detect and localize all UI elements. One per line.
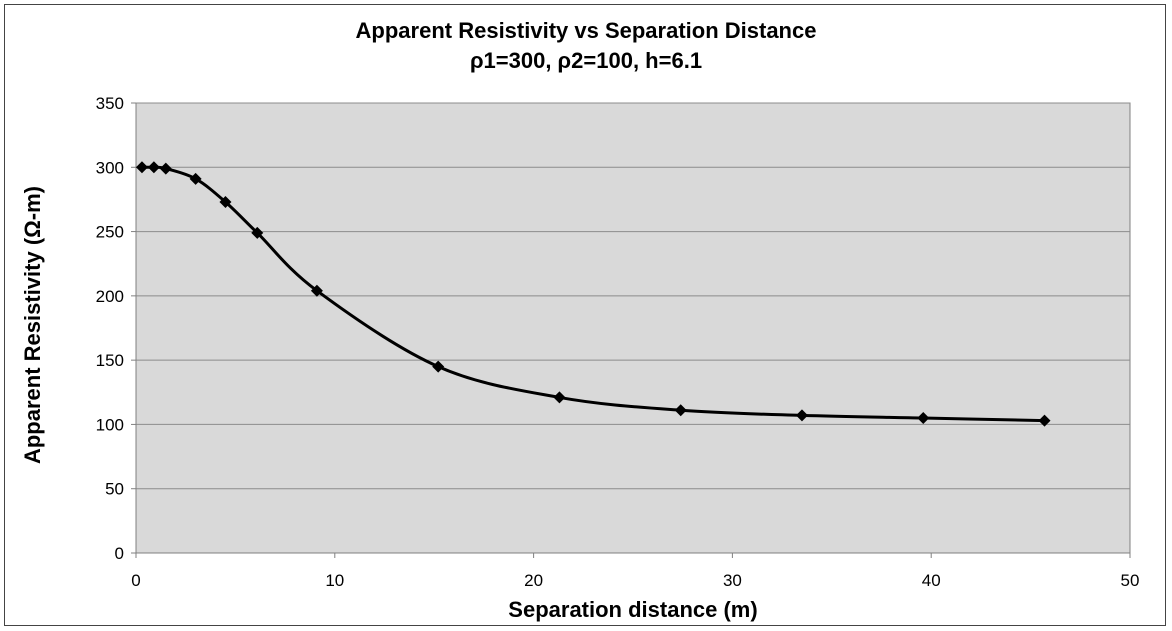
y-tick-label: 150: [96, 351, 124, 370]
y-tick-label: 250: [96, 223, 124, 242]
x-axis-label: Separation distance (m): [508, 597, 757, 622]
data-point-marker: [1038, 414, 1051, 427]
x-tick-label: 30: [723, 571, 742, 590]
chart-subtitle: ρ1=300, ρ2=100, h=6.1: [469, 48, 703, 73]
x-tick-label: 20: [524, 571, 543, 590]
x-tick-label: 10: [325, 571, 344, 590]
x-tick-label: 40: [922, 571, 941, 590]
data-point-marker: [674, 404, 687, 417]
data-point-marker: [189, 172, 202, 185]
x-tick-labels: 0 10 20 30 40 50: [131, 571, 1139, 590]
y-tick-label: 50: [105, 480, 124, 499]
series-markers: [135, 161, 1051, 427]
data-point-marker: [159, 162, 172, 175]
y-tick-label: 200: [96, 287, 124, 306]
y-tick-labels: 0 50 100 150 200 250 300 350: [96, 94, 124, 563]
grid-lines: [136, 102, 1130, 490]
data-point-marker: [251, 226, 264, 239]
chart-title: Apparent Resistivity vs Separation Dista…: [355, 18, 817, 43]
y-tick-label: 300: [96, 158, 124, 177]
x-tick-label: 50: [1121, 571, 1140, 590]
data-point-marker: [219, 196, 232, 208]
data-point-marker: [147, 161, 160, 174]
x-tick-label: 0: [131, 571, 140, 590]
data-point-marker: [432, 360, 445, 373]
series-line: [141, 165, 1045, 423]
data-point-marker: [135, 161, 148, 174]
data-point-marker: [795, 409, 808, 422]
y-tick-label: 350: [96, 94, 124, 113]
y-axis-label: Apparent Resistivity (Ω-m): [20, 186, 45, 464]
data-point-marker: [553, 391, 566, 404]
y-tick-label: 100: [96, 415, 124, 434]
plot-area: [135, 102, 1131, 554]
data-point-marker: [310, 284, 323, 297]
y-tick-label: 0: [115, 544, 124, 563]
axes: [131, 102, 1131, 558]
data-point-marker: [917, 412, 930, 424]
